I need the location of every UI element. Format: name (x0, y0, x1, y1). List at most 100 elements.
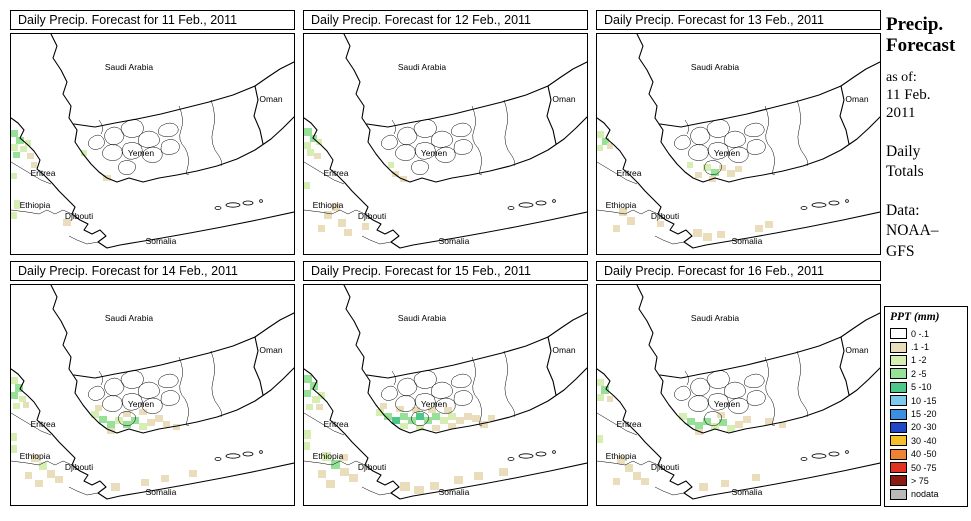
precip-cell (721, 480, 729, 487)
precip-cell (613, 225, 620, 232)
forecast-map: Saudi Arabia Oman Yemen Eritrea Ethiopia Djib… (596, 33, 881, 255)
precip-cell (687, 162, 693, 168)
precip-cell (432, 425, 440, 431)
map-label-oman: Oman (845, 94, 868, 104)
legend-swatch (890, 488, 907, 500)
precip-cell (11, 445, 17, 453)
coastline-africa (304, 368, 587, 500)
legend-label: 30 -40 (911, 435, 937, 446)
legend-label: 0 -.1 (911, 328, 930, 339)
precip-cell (376, 409, 384, 416)
precip-cell (474, 472, 483, 480)
forecast-map-svg: Saudi Arabia Oman Yemen Eritrea Ethiopia Djib… (11, 285, 294, 500)
map-label-somalia: Somalia (439, 487, 470, 497)
precip-cell (597, 145, 603, 151)
totals-line1: Daily (886, 143, 921, 161)
legend-swatch (890, 341, 907, 353)
precip-cell (693, 229, 702, 237)
border-saudi-yemen (73, 336, 256, 379)
precip-cell (448, 423, 456, 429)
precip-cell (735, 166, 742, 172)
precip-cell (711, 169, 719, 176)
map-labels: Saudi Arabia Oman Yemen Eritrea Ethiopia Djib… (606, 313, 869, 497)
precip-cell (765, 221, 773, 228)
legend-swatch (890, 328, 907, 340)
coastline-africa (11, 117, 294, 249)
legend-swatch (890, 381, 907, 393)
precip-cell (11, 392, 18, 399)
precip-cell (316, 404, 323, 410)
legend-swatch (890, 408, 907, 420)
precip-cell (312, 396, 320, 403)
precip-cell (607, 396, 613, 402)
precip-cell (15, 384, 23, 392)
map-label-yemen: Yemen (714, 399, 740, 409)
map-label-oman: Oman (552, 94, 575, 104)
precip-cell (414, 486, 424, 494)
precip-cell (755, 225, 763, 232)
precip-cell (324, 211, 332, 219)
legend-row: nodata (890, 488, 962, 501)
precip-cell (392, 417, 400, 424)
legend-title: PPT (mm) (890, 311, 940, 323)
precip-cell (318, 392, 325, 399)
yemen-governorate-boundaries (381, 99, 515, 175)
precip-cell (11, 377, 18, 384)
forecast-panel-16feb: Daily Precip. Forecast for 16 Feb., 2011 (596, 261, 881, 506)
border-saudi-oman (547, 312, 587, 338)
border-saudi-oman (547, 61, 587, 87)
coastline-africa (304, 117, 587, 249)
precip-cell (727, 170, 735, 177)
map-label-eritrea: Eritrea (30, 419, 55, 429)
map-label-somalia: Somalia (732, 236, 763, 246)
info-title-line1: Precip. (886, 14, 944, 35)
africa-internal-borders (304, 412, 392, 496)
precip-cell (39, 462, 47, 470)
border-yemen-oman (253, 336, 264, 396)
precip-cell (735, 421, 743, 428)
precip-cell (472, 415, 480, 422)
legend-label: 1 -2 (911, 355, 927, 366)
forecast-panel-13feb: Daily Precip. Forecast for 13 Feb., 2011 (596, 10, 881, 255)
precip-cell (613, 478, 620, 485)
precip-cell (717, 231, 725, 238)
legend-label: 2 -5 (911, 368, 927, 379)
legend-row: 1 -2 (890, 354, 962, 367)
precip-cell (155, 415, 163, 422)
africa-internal-borders (11, 161, 99, 245)
precip-cell (416, 413, 424, 420)
map-label-somalia: Somalia (146, 236, 177, 246)
forecast-map-svg: Saudi Arabia Oman Yemen Eritrea Ethiopia Djib… (304, 34, 587, 249)
precip-cell (111, 483, 120, 491)
legend-label: 10 -15 (911, 395, 937, 406)
precip-cell (625, 464, 633, 472)
precip-cell (703, 233, 712, 241)
legend-row: 50 -75 (890, 461, 962, 474)
forecast-map-svg: Saudi Arabia Oman Yemen Eritrea Ethiopia Djib… (11, 34, 294, 249)
precip-cell (306, 404, 313, 410)
precip-cell (454, 476, 463, 484)
precip-cell (440, 417, 448, 424)
precip-cell (743, 416, 751, 423)
africa-internal-borders (597, 161, 685, 245)
precip-cell (727, 425, 735, 432)
coastline-arabia (636, 34, 880, 183)
precip-cell (448, 413, 456, 420)
precip-cell (384, 413, 392, 420)
precip-cell (35, 480, 43, 487)
forecast-map-svg: Saudi Arabia Oman Yemen Eritrea Ethiopia Djib… (304, 285, 587, 500)
panel-title: Daily Precip. Forecast for 11 Feb., 2011 (10, 10, 295, 30)
forecast-panel-14feb: Daily Precip. Forecast for 14 Feb., 2011 (10, 261, 295, 506)
panel-title: Daily Precip. Forecast for 14 Feb., 2011 (10, 261, 295, 281)
map-label-eritrea: Eritrea (616, 419, 641, 429)
coastline-arabia (636, 285, 880, 434)
precip-cell (362, 223, 369, 230)
map-label-oman: Oman (259, 94, 282, 104)
map-label-eritrea: Eritrea (30, 168, 55, 178)
precip-cell (11, 433, 17, 441)
legend-row: 0 -.1 (890, 327, 962, 340)
border-yemen-oman (253, 85, 264, 145)
legend-label: 5 -10 (911, 382, 932, 393)
legend-row: 15 -20 (890, 407, 962, 420)
